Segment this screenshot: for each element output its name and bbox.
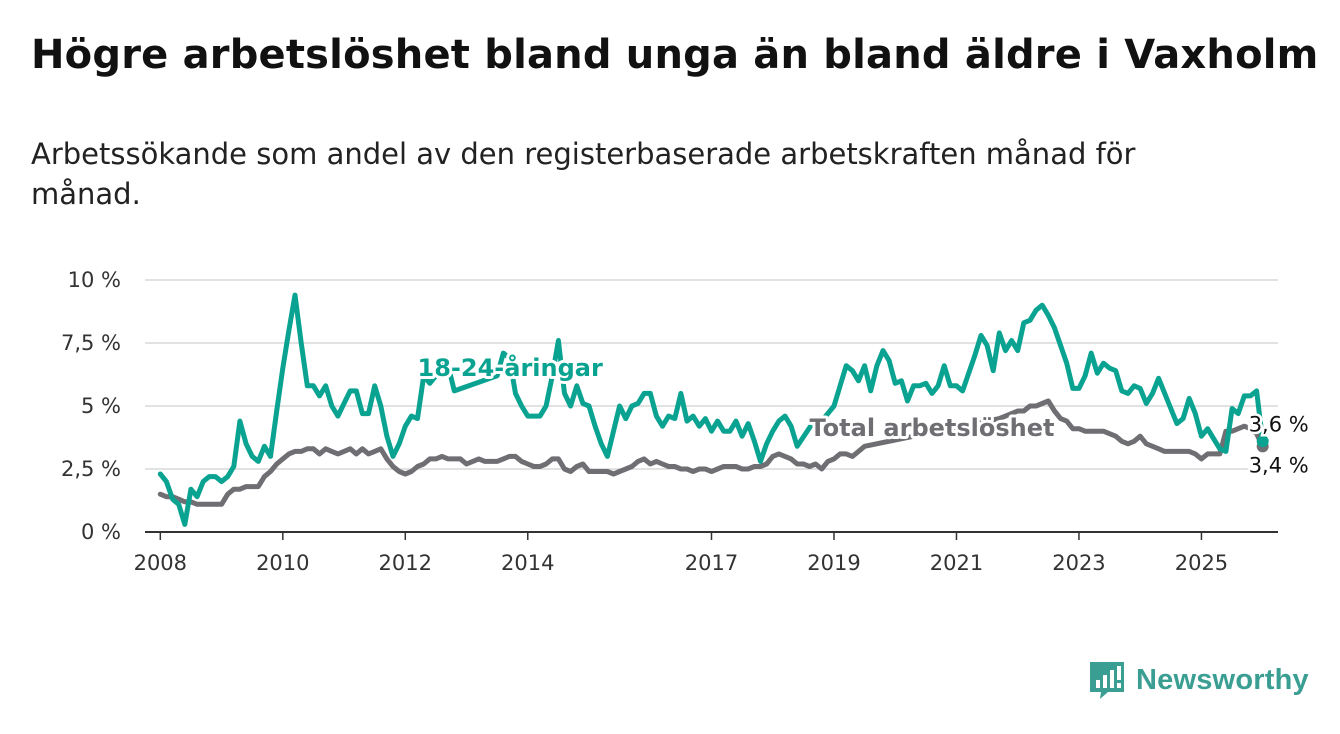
x-tick-label: 2021 [930,551,983,575]
newsworthy-logo: Newsworthy [1088,660,1309,700]
series-line-youth [157,292,1266,527]
y-tick-label: 5 % [81,394,121,418]
x-tick-label: 2019 [807,551,860,575]
series-lines [157,292,1269,527]
chart-subtitle: Arbetssökande som andel av den registerb… [31,137,1136,211]
x-tick-label: 2025 [1175,551,1228,575]
end-label-youth: 3,6 % [1249,412,1309,436]
grid-lines [145,279,1278,470]
x-tick-label: 2012 [379,551,432,575]
chart-title: Högre arbetslöshet bland unga än bland ä… [31,32,1319,78]
logo-wordmark: Newsworthy [1136,663,1309,696]
series-end-point [1256,435,1269,448]
x-tick-label: 2008 [134,551,187,575]
y-tick-label: 7,5 % [61,331,121,355]
y-tick-label: 10 % [68,268,121,292]
y-axis-ticks: 0 % 2,5 % 5 % 7,5 % 10 % [61,268,121,544]
y-tick-label: 2,5 % [61,457,121,481]
end-label-total: 3,4 % [1249,453,1309,477]
series-label-total: Total arbetslöshet [809,414,1054,442]
x-tick-label: 2014 [501,551,554,575]
series-line-total [157,398,1266,507]
y-tick-label: 0 % [81,520,121,544]
bar-chart-logo-icon [1090,662,1124,699]
series-labels: 18-24-åringar Total arbetslöshet 3,6 % 3,4 … [415,350,1312,480]
x-tick-label: 2010 [256,551,309,575]
x-tick-label: 2017 [685,551,738,575]
x-tick-label: 2023 [1052,551,1105,575]
x-axis-ticks: 2008 2010 2012 2014 2017 2019 2021 2023 2025 [134,532,1228,575]
series-label-youth: 18-24-åringar [418,353,603,382]
